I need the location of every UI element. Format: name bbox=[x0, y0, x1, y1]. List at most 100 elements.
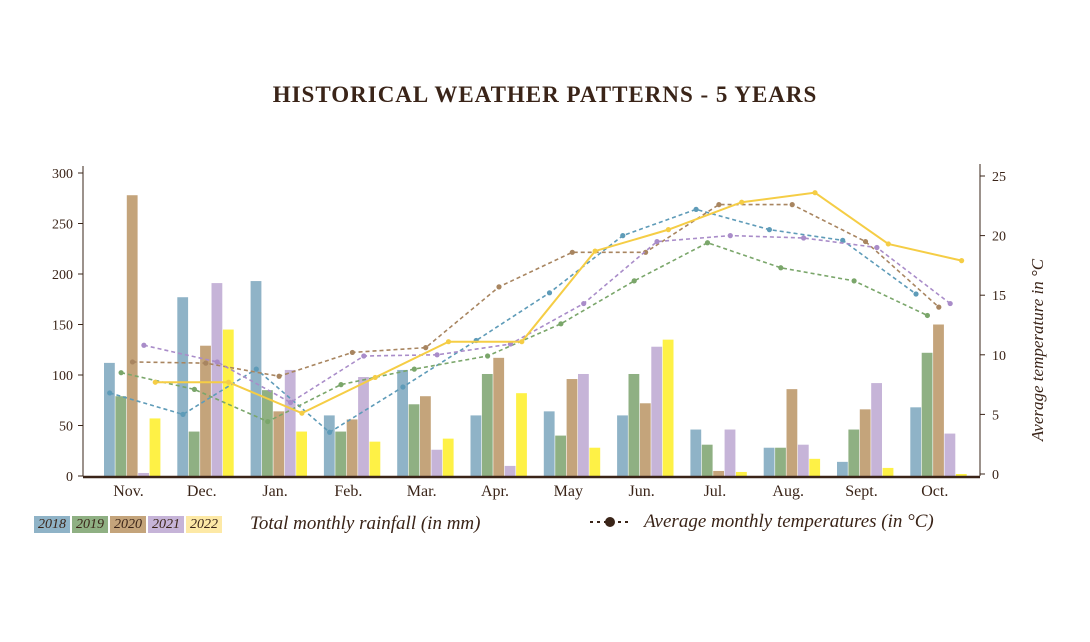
rainfall-bar-2020 bbox=[639, 403, 651, 476]
temperature-point-2021 bbox=[507, 341, 513, 347]
temperature-point-2020 bbox=[569, 249, 575, 255]
rainfall-bar-2019 bbox=[262, 390, 273, 476]
month-label: Dec. bbox=[187, 483, 217, 500]
rainfall-bar-2019 bbox=[921, 352, 933, 476]
right-axis-label: Average temperature in °C bbox=[1028, 258, 1047, 442]
temperature-point-2018 bbox=[253, 366, 259, 372]
temperature-point-2019 bbox=[924, 312, 931, 319]
legend-swatch-2021: 2021 bbox=[148, 515, 184, 533]
temperature-point-2020 bbox=[203, 360, 209, 366]
rainfall-bar-2019 bbox=[481, 373, 493, 476]
temperature-point-2020 bbox=[496, 284, 502, 290]
rainfall-bar-2020 bbox=[126, 195, 138, 476]
temperature-point-2021 bbox=[874, 244, 880, 251]
temperature-legend-label: Average monthly temperatures (in °C) bbox=[644, 511, 934, 532]
rainfall-bar-2018 bbox=[910, 407, 922, 476]
rainfall-bar-2021 bbox=[284, 369, 296, 476]
rainfall-legend: 2018 2019 2020 2021 2022 Total monthly r… bbox=[34, 513, 480, 535]
rainfall-bar-2018 bbox=[470, 415, 482, 476]
right-tick-label: 20 bbox=[992, 230, 1006, 245]
temperature-point-2021 bbox=[947, 300, 953, 307]
month-label: Oct. bbox=[921, 483, 948, 500]
right-tick-label: 15 bbox=[992, 289, 1006, 304]
rainfall-bar-2019 bbox=[408, 404, 420, 476]
month-label: Apr. bbox=[481, 483, 509, 500]
temperature-legend: Average monthly temperatures (in °C) bbox=[588, 511, 934, 533]
temperature-point-2022 bbox=[885, 241, 891, 247]
left-tick-label: 50 bbox=[59, 420, 73, 435]
temperature-point-2022 bbox=[152, 379, 158, 385]
rainfall-bar-2019 bbox=[188, 431, 200, 476]
temperature-point-2022 bbox=[739, 199, 745, 205]
rainfall-bar-2022 bbox=[882, 467, 894, 476]
month-label: Sept. bbox=[845, 483, 877, 500]
temperature-point-2020 bbox=[716, 202, 722, 208]
right-tick-label: 0 bbox=[992, 468, 999, 483]
rainfall-bar-2021 bbox=[504, 465, 516, 476]
legend-swatch-2018: 2018 bbox=[34, 515, 70, 533]
rainfall-bar-2018 bbox=[837, 461, 848, 476]
rainfall-bar-2020 bbox=[346, 419, 358, 476]
temperature-point-2020 bbox=[643, 249, 649, 255]
rainfall-bar-2021 bbox=[797, 444, 809, 476]
rainfall-bar-2022 bbox=[662, 339, 674, 476]
temperature-point-2020 bbox=[936, 304, 942, 310]
rainfall-bar-2022 bbox=[589, 447, 601, 476]
rainfall-bar-2020 bbox=[786, 389, 798, 476]
temperature-point-2018 bbox=[766, 227, 773, 233]
month-label: Jan. bbox=[262, 483, 287, 500]
temperature-point-2021 bbox=[361, 353, 367, 359]
right-tick-label: 5 bbox=[992, 408, 999, 423]
month-label: Aug. bbox=[772, 483, 804, 500]
rainfall-bar-2018 bbox=[250, 281, 262, 476]
rainfall-bar-2022 bbox=[516, 393, 527, 476]
rainfall-legend-label: Total monthly rainfall (in mm) bbox=[250, 513, 481, 534]
temperature-point-2018 bbox=[620, 233, 626, 239]
temperature-point-2021 bbox=[727, 233, 733, 239]
temperature-point-2020 bbox=[276, 373, 282, 379]
dashed-dot-line-icon bbox=[590, 517, 630, 527]
temperature-point-2020 bbox=[789, 202, 795, 208]
rainfall-bar-2020 bbox=[933, 324, 944, 476]
temperature-point-2022 bbox=[226, 379, 232, 385]
rainfall-bar-2020 bbox=[420, 396, 431, 476]
rainfall-bar-2019 bbox=[555, 435, 566, 476]
temperature-point-2019 bbox=[338, 382, 344, 388]
right-tick-label: 10 bbox=[992, 349, 1006, 364]
temperature-point-2018 bbox=[840, 237, 846, 243]
temperature-point-2018 bbox=[400, 384, 406, 390]
legend-swatch-2022: 2022 bbox=[186, 515, 222, 533]
temperature-point-2019 bbox=[704, 240, 711, 246]
rainfall-bar-2020 bbox=[713, 470, 724, 476]
temperature-point-2020 bbox=[423, 345, 429, 351]
rainfall-bar-2021 bbox=[358, 377, 369, 476]
rainfall-bar-2022 bbox=[736, 471, 747, 476]
temperature-point-2019 bbox=[265, 418, 271, 425]
temperature-point-2022 bbox=[812, 190, 818, 196]
rainfall-bar-2020 bbox=[859, 409, 871, 476]
rainfall-bar-2019 bbox=[628, 373, 640, 476]
rainfall-bar-2019 bbox=[775, 447, 786, 476]
rainfall-bar-2021 bbox=[944, 433, 956, 476]
rainfall-bar-2018 bbox=[543, 411, 555, 476]
right-tick-label: 25 bbox=[992, 170, 1006, 185]
temperature-point-2018 bbox=[327, 429, 333, 435]
rainfall-bar-2020 bbox=[200, 345, 211, 476]
rainfall-bar-2021 bbox=[138, 472, 149, 476]
month-label: May bbox=[554, 483, 583, 500]
rainfall-bar-2019 bbox=[701, 444, 713, 476]
rainfall-bar-2022 bbox=[955, 473, 967, 476]
left-tick-label: 0 bbox=[66, 470, 73, 485]
rainfall-bar-2019 bbox=[335, 431, 347, 476]
rainfall-bar-2020 bbox=[566, 379, 578, 476]
rainfall-bar-2022 bbox=[296, 431, 307, 476]
temperature-point-2022 bbox=[299, 410, 305, 416]
rainfall-bar-2022 bbox=[369, 441, 381, 476]
legend-swatch-2019: 2019 bbox=[72, 515, 108, 533]
rainfall-bar-2020 bbox=[273, 411, 285, 476]
temperature-point-2020 bbox=[349, 349, 355, 356]
temperature-point-2021 bbox=[434, 352, 440, 358]
temperature-point-2019 bbox=[118, 370, 124, 376]
legend-swatch-2020: 2020 bbox=[110, 515, 146, 533]
